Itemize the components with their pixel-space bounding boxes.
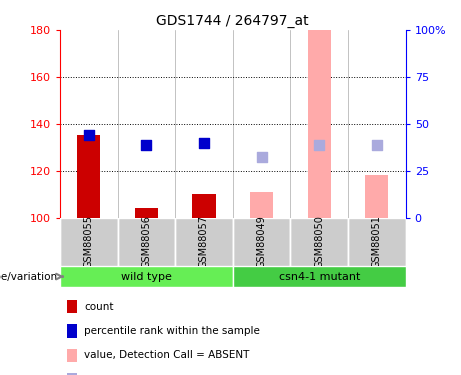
Bar: [193, 194, 216, 217]
Text: value, Detection Call = ABSENT: value, Detection Call = ABSENT: [84, 350, 249, 360]
Bar: [290, 217, 348, 266]
Bar: [67, 373, 77, 375]
Bar: [60, 217, 118, 266]
Bar: [67, 349, 77, 362]
Bar: [60, 266, 233, 287]
Text: genotype/variation: genotype/variation: [0, 272, 57, 282]
Text: count: count: [84, 302, 113, 312]
Point: [258, 154, 266, 160]
Text: percentile rank within the sample: percentile rank within the sample: [84, 326, 260, 336]
Bar: [135, 208, 158, 218]
Bar: [175, 217, 233, 266]
Bar: [250, 192, 273, 217]
Point: [315, 142, 323, 148]
Title: GDS1744 / 264797_at: GDS1744 / 264797_at: [156, 13, 309, 28]
Text: GSM88057: GSM88057: [199, 215, 209, 268]
Text: GSM88055: GSM88055: [84, 215, 94, 268]
Bar: [77, 135, 100, 218]
Point: [200, 140, 207, 146]
Text: GSM88049: GSM88049: [257, 216, 266, 268]
Bar: [67, 300, 77, 313]
Text: GSM88056: GSM88056: [142, 215, 151, 268]
Text: csn4-1 mutant: csn4-1 mutant: [278, 272, 360, 282]
Bar: [233, 217, 290, 266]
Text: wild type: wild type: [121, 272, 172, 282]
Point: [85, 132, 92, 138]
Bar: [365, 176, 388, 217]
Text: GSM88050: GSM88050: [314, 215, 324, 268]
Bar: [67, 324, 77, 338]
Point: [142, 142, 150, 148]
Text: GSM88051: GSM88051: [372, 215, 382, 268]
Bar: [118, 217, 175, 266]
Point: [373, 142, 381, 148]
Bar: [233, 266, 406, 287]
Bar: [308, 30, 331, 217]
Bar: [348, 217, 406, 266]
